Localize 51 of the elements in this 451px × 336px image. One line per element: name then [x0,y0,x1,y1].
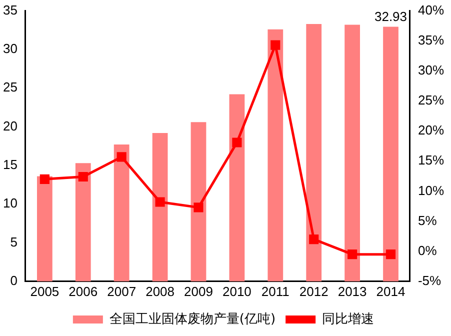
point [78,172,88,182]
bar [268,29,284,282]
point [309,234,319,244]
y-tick-label: 15 [2,157,18,172]
bar [114,144,130,282]
bar [383,26,398,282]
y2-tick-label: 15% [418,152,444,168]
point [386,250,396,260]
y2-tick-label: 25% [418,92,444,108]
bar [229,94,245,282]
y-tick-label: 20 [2,118,18,134]
bar [36,176,52,282]
y2-tick-label: 20% [418,122,444,138]
y-tick-label: 35 [2,2,18,18]
data-label: 32.93 [374,8,408,24]
point [40,174,50,184]
point [348,250,358,260]
y-tick-label: 10 [2,196,18,211]
x-tick-label: 2005 [30,284,60,299]
y2-tick-label: 0% [418,242,438,258]
legend-label: 同比增速 [322,312,374,327]
legend-label: 全国工业固体废物产量(亿吨) [109,312,276,327]
x-tick-label: 2007 [107,284,136,299]
x-tick-label: 2013 [338,284,367,299]
point [270,40,280,50]
point [232,138,242,148]
point [155,197,165,207]
y-tick-label: 0 [10,272,18,288]
bar [75,163,91,282]
point [116,152,126,162]
y2-tick-label: 35% [418,32,444,48]
y2-tick-label: -5% [418,272,442,288]
x-tick-label: 2009 [184,284,213,299]
bar [190,122,206,282]
y-tick-label: 5 [10,234,18,250]
x-tick-label: 2008 [146,284,175,299]
y2-tick-label: 40% [418,2,444,18]
bar [152,132,168,282]
x-tick-label: 2014 [376,284,406,299]
y2-tick-label: 10% [418,182,444,198]
bar [306,24,322,282]
x-tick-label: 2010 [222,284,252,299]
x-tick-label: 2011 [261,284,290,299]
y-tick-label: 25 [2,80,18,95]
x-tick-label: 2012 [299,284,328,299]
y2-tick-label: 5% [418,212,438,228]
y-tick-label: 30 [2,41,18,56]
bar [344,24,360,282]
point [194,202,204,212]
x-tick-label: 2006 [68,284,98,299]
y2-tick-label: 30% [418,62,444,78]
